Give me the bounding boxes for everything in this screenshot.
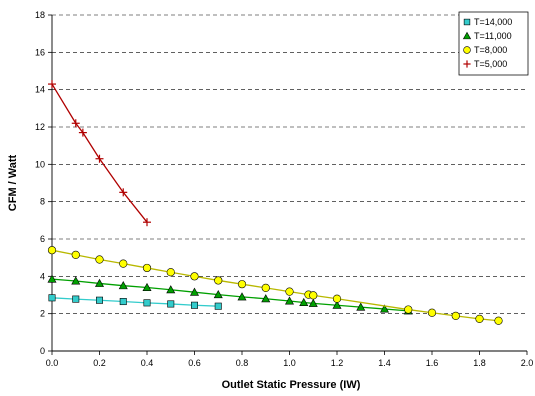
series-2-point-5 <box>166 268 175 277</box>
legend-marker-2 <box>463 46 471 54</box>
series-3-line <box>51 83 148 223</box>
series-1-point-8 <box>237 292 247 301</box>
series-2-point-6 <box>190 272 199 281</box>
x-tick-label-0.6: 0.6 <box>188 358 201 368</box>
series-0-point-5 <box>167 300 175 308</box>
y-tick-label-10: 10 <box>35 159 45 169</box>
series-2-point-12 <box>309 291 318 300</box>
series-3-point-0 <box>48 80 56 89</box>
series-1-point-0 <box>47 274 57 283</box>
legend-marker-0 <box>463 18 471 26</box>
y-tick-label-12: 12 <box>35 122 45 132</box>
series-0-line <box>51 297 219 307</box>
x-tick-label-2.0: 2.0 <box>521 358 534 368</box>
series-2-point-4 <box>142 263 152 273</box>
series-1-point-6 <box>189 287 200 296</box>
series-3-point-1 <box>71 119 80 128</box>
series-2-point-1 <box>71 250 80 259</box>
series-2 <box>47 246 503 325</box>
series-2-point-13 <box>332 294 342 303</box>
series-1-point-12 <box>308 298 318 307</box>
axes: 0 2 4 6 8 10 12 14 16 18 0.0 0.2 0.4 0.6 0.8 1.0 1.2 1.4 1… <box>35 10 533 368</box>
legend-label-3: T=5,000 <box>474 59 507 69</box>
series-2-point-10 <box>285 287 294 296</box>
series-1-point-2 <box>94 278 105 287</box>
series-3-point-3 <box>95 154 104 163</box>
x-tick-label-1.8: 1.8 <box>473 358 486 368</box>
series-2-point-2 <box>95 255 104 264</box>
legend: T=14,000 T=11,000 T=8,000 T=5,000 <box>458 11 529 76</box>
x-tick-label-1.4: 1.4 <box>378 358 391 368</box>
y-axis-title: CFM / Watt <box>7 154 19 211</box>
y-tick-label-6: 6 <box>40 234 45 244</box>
series-1-point-11 <box>299 297 309 306</box>
x-tick-label-0.4: 0.4 <box>141 358 154 368</box>
legend-label-1: T=11,000 <box>474 31 512 41</box>
legend-label-0: T=14,000 <box>474 17 512 27</box>
series-1-point-15 <box>379 304 390 313</box>
series-0-point-4 <box>143 299 151 307</box>
series-1-point-9 <box>261 294 271 303</box>
legend-marker-3 <box>463 60 471 68</box>
series-0-point-0 <box>48 294 56 302</box>
series-1-point-7 <box>213 290 223 299</box>
y-tick-label-4: 4 <box>40 271 45 281</box>
y-tick-label-8: 8 <box>40 197 45 207</box>
y-tick-label-2: 2 <box>40 309 45 319</box>
series-2-point-8 <box>237 280 247 289</box>
y-tick-label-18: 18 <box>35 10 45 20</box>
y-tick-label-16: 16 <box>35 47 45 57</box>
x-tick-label-1.2: 1.2 <box>331 358 344 368</box>
x-tick-label-0.2: 0.2 <box>93 358 106 368</box>
x-tick-label-0.0: 0.0 <box>46 358 59 368</box>
legend-marker-1 <box>462 31 472 40</box>
series-0-point-3 <box>119 298 127 306</box>
series-2-point-9 <box>261 283 270 293</box>
series-2-point-14 <box>404 305 413 314</box>
series-2-point-0 <box>47 246 57 255</box>
series-1-point-10 <box>284 296 295 305</box>
series-1-point-5 <box>166 285 176 294</box>
series-3-point-5 <box>143 218 151 227</box>
series-3-point-4 <box>119 188 128 197</box>
series-1-point-4 <box>142 282 152 292</box>
series-layer <box>47 80 503 325</box>
series-0 <box>48 294 222 310</box>
series-3-point-2 <box>78 128 87 137</box>
series-2-point-7 <box>214 276 223 285</box>
series-1-point-14 <box>356 302 366 311</box>
legend-label-2: T=8,000 <box>474 45 507 55</box>
series-2-point-3 <box>119 259 128 268</box>
x-tick-label-1.6: 1.6 <box>426 358 439 368</box>
series-1-point-1 <box>71 276 81 285</box>
series-0-point-7 <box>214 302 222 310</box>
series-3 <box>48 80 151 227</box>
series-2-point-17 <box>475 314 484 323</box>
y-tick-label-0: 0 <box>40 346 45 356</box>
series-1-point-13 <box>332 300 342 309</box>
x-tick-label-1.0: 1.0 <box>283 358 296 368</box>
series-0-point-6 <box>191 301 199 309</box>
series-1-point-3 <box>118 281 128 290</box>
series-2-point-15 <box>427 308 437 317</box>
y-tick-label-14: 14 <box>35 85 45 95</box>
series-2-point-18 <box>494 316 503 325</box>
x-tick-label-0.8: 0.8 <box>236 358 249 368</box>
x-axis-title: Outlet Static Pressure (IW) <box>222 379 361 391</box>
series-2-point-16 <box>451 311 460 321</box>
series-0-point-1 <box>72 295 80 303</box>
series-0-point-2 <box>96 296 104 304</box>
